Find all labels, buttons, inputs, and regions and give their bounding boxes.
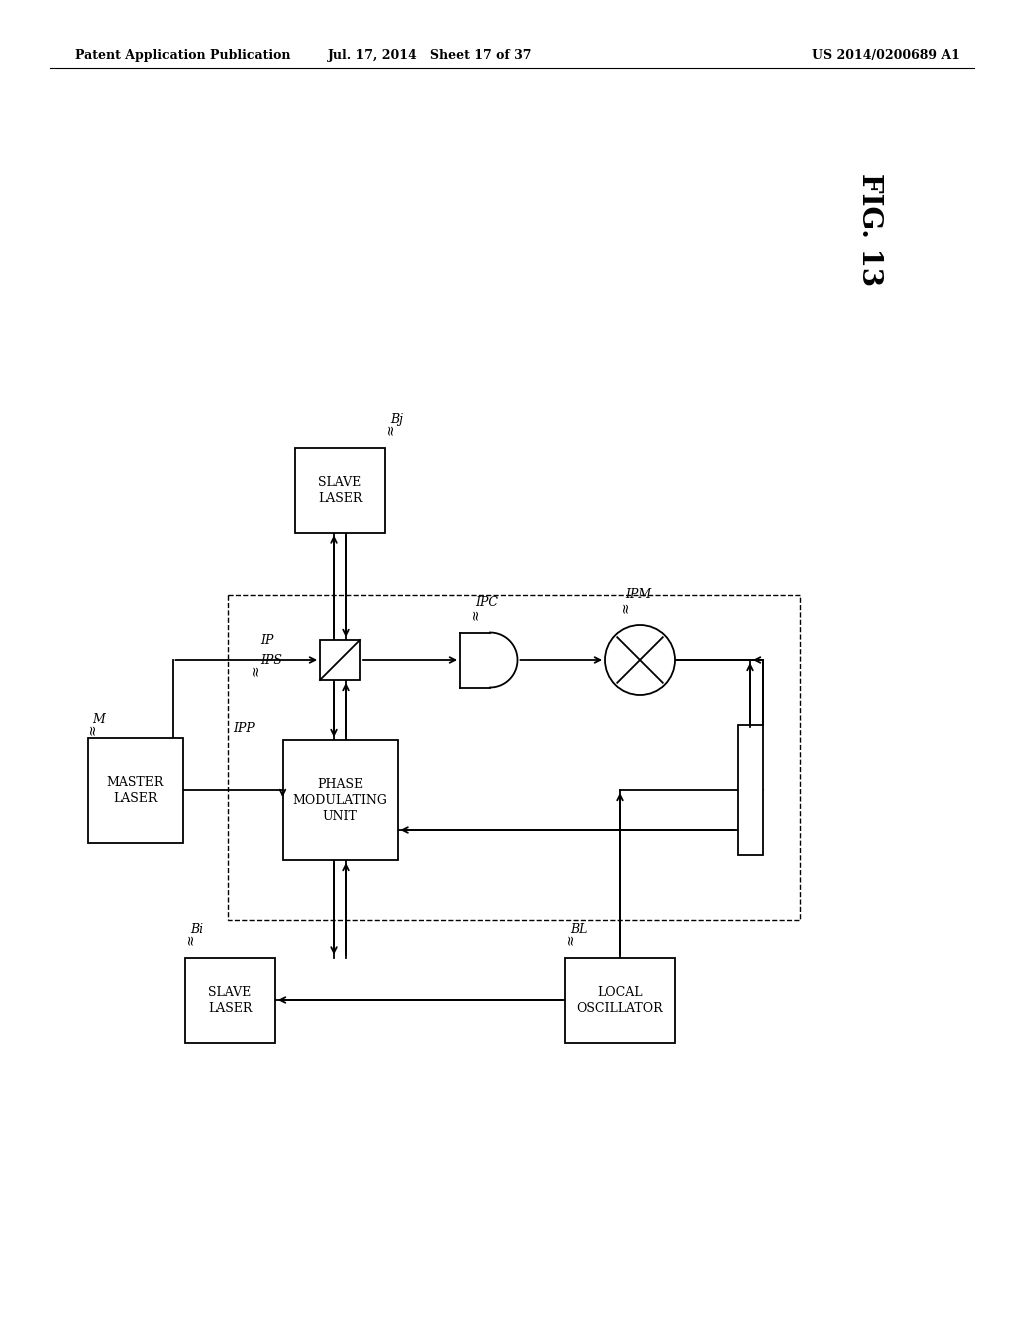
Text: IPS: IPS: [260, 653, 282, 667]
Polygon shape: [460, 632, 517, 688]
Text: ≈: ≈: [183, 933, 197, 945]
Text: ≈: ≈: [468, 609, 482, 620]
Text: ≈: ≈: [248, 664, 262, 676]
Text: US 2014/0200689 A1: US 2014/0200689 A1: [812, 49, 961, 62]
Bar: [737, 725, 763, 855]
Text: Bi: Bi: [190, 923, 203, 936]
Text: M: M: [92, 713, 105, 726]
Text: FIG. 13: FIG. 13: [856, 173, 884, 286]
Text: Bj: Bj: [390, 413, 403, 426]
Text: IP: IP: [260, 634, 273, 647]
Text: ≈: ≈: [85, 723, 99, 735]
Text: BL: BL: [570, 923, 588, 936]
Bar: [185, 957, 275, 1043]
Text: Jul. 17, 2014   Sheet 17 of 37: Jul. 17, 2014 Sheet 17 of 37: [328, 49, 532, 62]
Bar: [565, 957, 675, 1043]
Bar: [87, 738, 182, 842]
Bar: [319, 640, 360, 680]
Text: IPC: IPC: [475, 597, 498, 609]
Text: SLAVE
LASER: SLAVE LASER: [208, 986, 252, 1015]
Text: ≈: ≈: [563, 933, 577, 945]
Circle shape: [605, 624, 675, 696]
Text: ≈: ≈: [618, 601, 632, 612]
Bar: [283, 741, 397, 861]
Text: SLAVE
LASER: SLAVE LASER: [317, 475, 362, 504]
Text: IPM: IPM: [625, 589, 651, 602]
Bar: [228, 595, 800, 920]
Text: Patent Application Publication: Patent Application Publication: [75, 49, 291, 62]
Text: LOCAL
OSCILLATOR: LOCAL OSCILLATOR: [577, 986, 664, 1015]
Text: ≈: ≈: [383, 424, 397, 436]
Text: PHASE
MODULATING
UNIT: PHASE MODULATING UNIT: [293, 777, 387, 822]
Text: IPP: IPP: [233, 722, 255, 734]
Text: MASTER
LASER: MASTER LASER: [106, 776, 164, 804]
Bar: [295, 447, 385, 532]
